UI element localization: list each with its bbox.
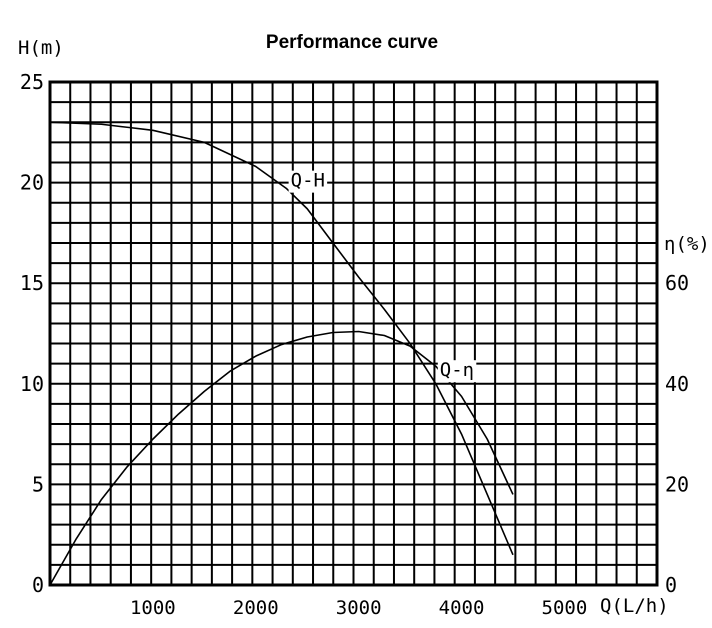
annotations: Q-H Q-η bbox=[288, 170, 477, 383]
series-line-efficiency bbox=[49, 330, 514, 586]
plot-frame bbox=[48, 80, 659, 587]
tick-labels: 1000 2000 3000 4000 5000 0 5 10 15 20 25 0 20 40 60 bbox=[20, 70, 689, 619]
grid bbox=[50, 82, 657, 585]
y-left-tick-label: 10 bbox=[20, 372, 44, 396]
x-tick-label: 2000 bbox=[233, 597, 279, 619]
curve-label: Q-η bbox=[440, 359, 474, 381]
curve-label-background bbox=[437, 360, 477, 383]
y-right-tick-label: 20 bbox=[665, 472, 689, 496]
y-right-tick-label: 60 bbox=[665, 271, 689, 295]
y-right-tick-label: 0 bbox=[665, 573, 677, 597]
y-left-tick-label: 20 bbox=[20, 171, 44, 195]
x-axis-label: Q(L/h) bbox=[600, 595, 669, 617]
y-right-tick-label: 40 bbox=[665, 372, 689, 396]
y-right-axis-label: η(%) bbox=[664, 233, 710, 255]
x-tick-label: 3000 bbox=[336, 597, 382, 619]
x-tick-label: 5000 bbox=[542, 597, 588, 619]
curve-label: Q-H bbox=[291, 170, 325, 192]
y-left-tick-label: 15 bbox=[20, 271, 44, 295]
series-line-head bbox=[49, 121, 514, 556]
x-tick-label: 4000 bbox=[439, 597, 485, 619]
y-left-tick-label: 0 bbox=[32, 573, 44, 597]
series-lines bbox=[49, 121, 514, 586]
chart-title: Performance curve bbox=[266, 32, 438, 53]
curve-label-background bbox=[288, 170, 328, 193]
y-left-tick-label: 25 bbox=[20, 70, 44, 94]
y-left-axis-label: H(m) bbox=[18, 37, 64, 59]
y-left-tick-label: 5 bbox=[32, 472, 44, 496]
x-tick-label: 1000 bbox=[130, 597, 176, 619]
